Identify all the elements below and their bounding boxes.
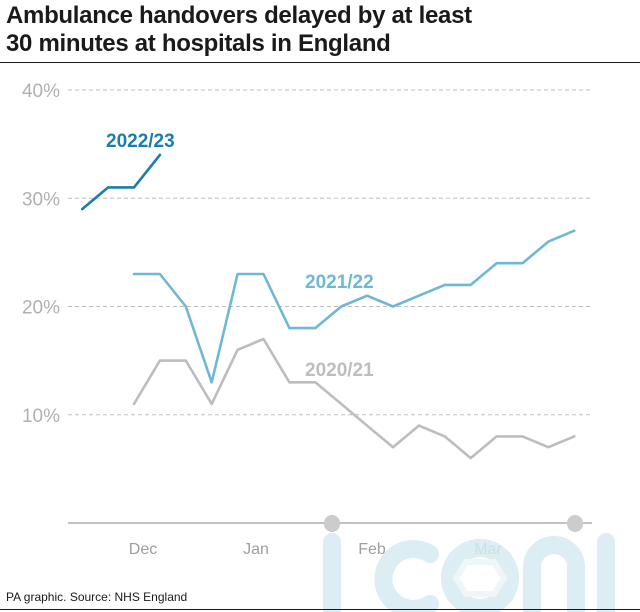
series-line-2020-21 <box>132 337 576 460</box>
title-divider <box>0 62 640 63</box>
x-tick-label: Mar <box>474 541 502 558</box>
title-line-2: 30 minutes at hospitals in England <box>6 30 391 57</box>
series-label-2021-22: 2021/22 <box>305 272 374 293</box>
footer-divider <box>0 609 640 610</box>
series-line-2021-22 <box>132 229 576 384</box>
title-line-1: Ambulance handovers delayed by at least <box>6 2 472 29</box>
y-tick-label: 10% <box>22 406 60 427</box>
axis-marker <box>324 515 340 531</box>
series-line-2022-23 <box>80 153 162 211</box>
series-label-2022-23: 2022/23 <box>106 131 175 152</box>
y-tick-label: 40% <box>22 81 60 102</box>
source-note: PA graphic. Source: NHS England <box>6 590 188 604</box>
chart-title: Ambulance handovers delayed by at least … <box>6 2 626 58</box>
x-tick-label: Dec <box>129 541 157 558</box>
axis-marker <box>567 515 583 531</box>
x-tick-label: Feb <box>358 541 386 558</box>
y-tick-label: 30% <box>22 189 60 210</box>
series-label-2020-21: 2020/21 <box>305 360 374 381</box>
x-tick-label: Jan <box>243 541 269 558</box>
y-tick-label: 20% <box>22 298 60 319</box>
